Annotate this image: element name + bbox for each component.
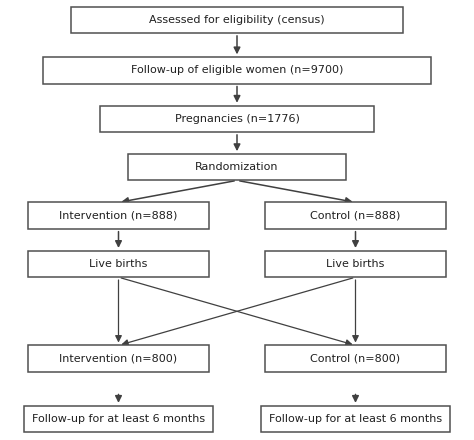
Text: Control (n=800): Control (n=800) [310,354,401,363]
FancyBboxPatch shape [43,57,431,84]
FancyBboxPatch shape [24,406,213,432]
Text: Assessed for eligibility (census): Assessed for eligibility (census) [149,15,325,25]
FancyBboxPatch shape [265,202,446,229]
FancyBboxPatch shape [261,406,450,432]
FancyBboxPatch shape [265,345,446,372]
Text: Randomization: Randomization [195,162,279,172]
FancyBboxPatch shape [28,202,209,229]
FancyBboxPatch shape [128,154,346,180]
Text: Intervention (n=888): Intervention (n=888) [59,211,178,220]
Text: Live births: Live births [326,259,385,269]
Text: Follow-up for at least 6 months: Follow-up for at least 6 months [32,414,205,424]
Text: Intervention (n=800): Intervention (n=800) [59,354,178,363]
Text: Live births: Live births [89,259,148,269]
FancyBboxPatch shape [28,251,209,277]
Text: Pregnancies (n=1776): Pregnancies (n=1776) [174,114,300,124]
Text: Control (n=888): Control (n=888) [310,211,401,220]
FancyBboxPatch shape [100,106,374,132]
FancyBboxPatch shape [28,345,209,372]
FancyBboxPatch shape [265,251,446,277]
Text: Follow-up of eligible women (n=9700): Follow-up of eligible women (n=9700) [131,66,343,75]
Text: Follow-up for at least 6 months: Follow-up for at least 6 months [269,414,442,424]
FancyBboxPatch shape [71,7,403,33]
